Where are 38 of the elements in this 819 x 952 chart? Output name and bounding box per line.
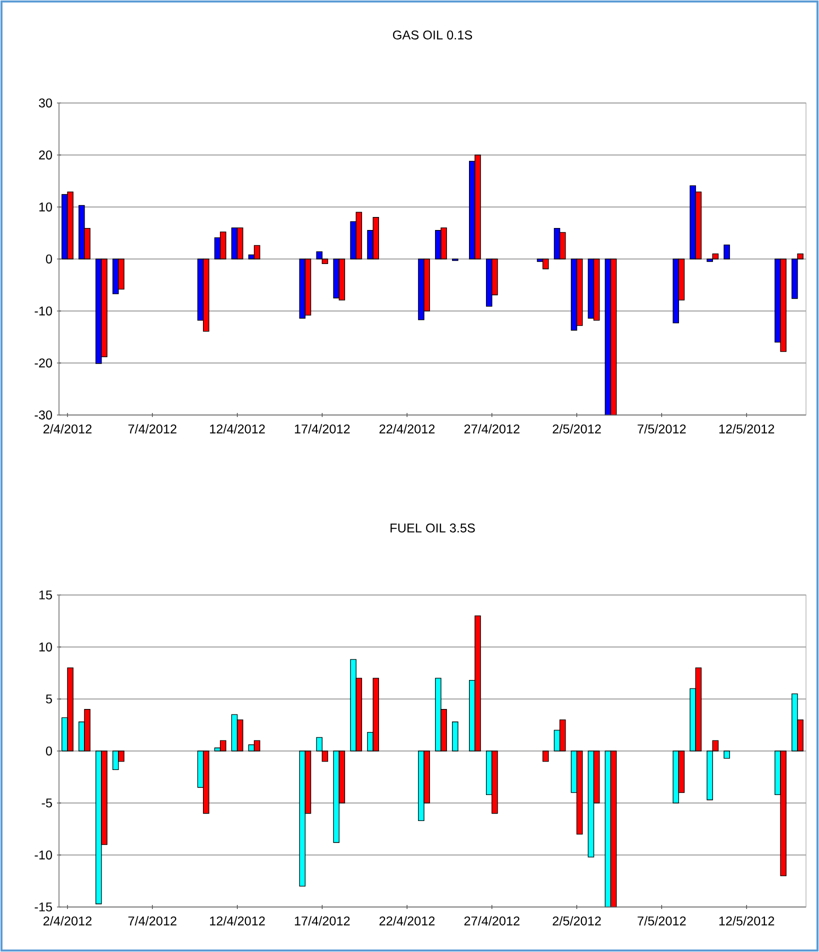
y-tick-label: 5 <box>46 694 52 704</box>
x-tick-label: 12/5/2012 <box>719 424 774 434</box>
y-tick-label: 0 <box>46 746 52 756</box>
x-tick-label: 22/4/2012 <box>379 424 435 434</box>
y-tick-label: -5 <box>42 798 52 808</box>
y-tick-label: -20 <box>34 358 52 368</box>
x-tick-label: 2/5/2012 <box>552 424 601 434</box>
x-tick-label: 17/4/2012 <box>294 916 350 926</box>
x-tick-label: 12/5/2012 <box>719 916 774 926</box>
x-tick-label: 7/4/2012 <box>128 916 176 926</box>
x-tick-label: 2/4/2012 <box>43 424 92 434</box>
x-tick-label: 12/4/2012 <box>210 916 265 926</box>
y-tick-label: 15 <box>39 590 52 600</box>
x-tick-label: 17/4/2012 <box>294 424 350 434</box>
x-tick-label: 22/4/2012 <box>379 916 435 926</box>
y-tick-label: 30 <box>38 98 52 108</box>
chart-title: GAS OIL 0.1S <box>392 30 472 40</box>
x-tick-label: 2/5/2012 <box>552 916 601 926</box>
chart-title: FUEL OIL 3.5S <box>390 524 475 532</box>
y-tick-label: -10 <box>34 850 52 860</box>
y-tick-label: 0 <box>46 254 52 264</box>
y-tick-label: -10 <box>34 306 52 316</box>
y-tick-label: 10 <box>39 202 52 212</box>
y-tick-label: 10 <box>39 642 52 652</box>
y-tick-label: -15 <box>34 902 52 912</box>
x-tick-label: 12/4/2012 <box>210 424 265 434</box>
y-tick-label: -30 <box>34 410 52 420</box>
bar <box>724 244 730 260</box>
x-tick-label: 2/4/2012 <box>43 916 92 926</box>
x-tick-label: 7/4/2012 <box>128 424 176 434</box>
y-tick-label: 20 <box>39 150 52 160</box>
bar <box>452 722 458 752</box>
x-tick-label: 7/5/2012 <box>638 424 686 434</box>
x-tick-label: 7/5/2012 <box>638 916 686 926</box>
x-tick-label: 27/4/2012 <box>464 424 520 434</box>
bar <box>724 750 730 759</box>
x-tick-label: 27/4/2012 <box>464 916 520 926</box>
bar <box>542 750 549 762</box>
